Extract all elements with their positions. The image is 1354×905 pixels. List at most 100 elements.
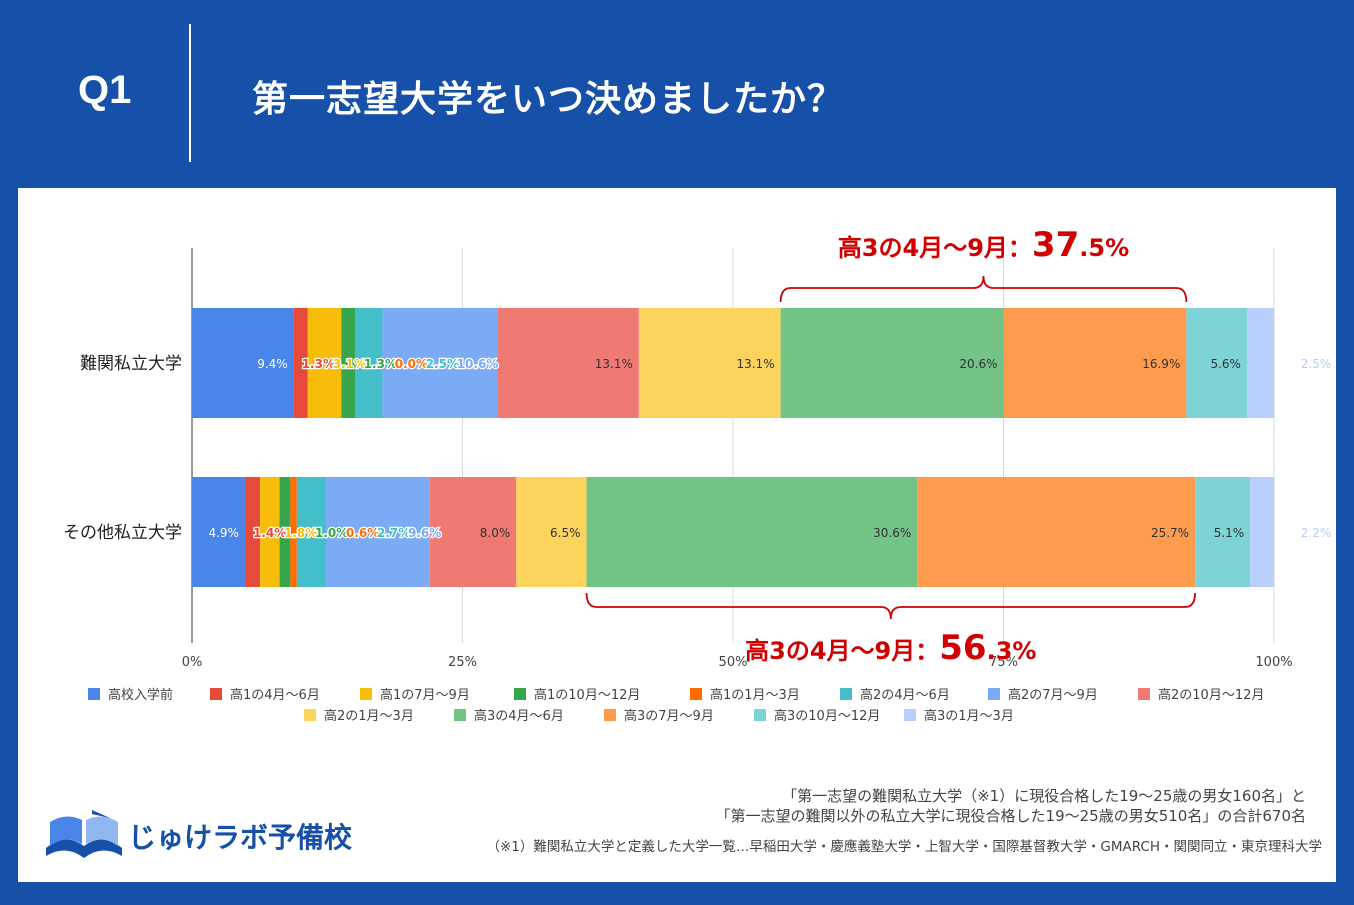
data-label: 9.4%	[257, 357, 288, 371]
source-note: 「第一志望の難関私立大学（※1）に現役合格した19～25歳の男女160名」と 「…	[716, 786, 1306, 826]
bar-segment	[917, 477, 1196, 587]
data-label: 3.1%	[333, 357, 366, 371]
legend-swatch	[988, 688, 1000, 700]
legend-label: 高2の4月～6月	[860, 687, 950, 703]
data-label: 25.7%	[1151, 526, 1189, 540]
legend-swatch	[514, 688, 526, 700]
category-label: その他私立大学	[63, 523, 182, 543]
question-number: Q1	[78, 68, 132, 112]
legend-swatch	[690, 688, 702, 700]
legend-swatch	[840, 688, 852, 700]
definition-note: （※1）難関私立大学と定義した大学一覧…早稲田大学・慶應義塾大学・上智大学・国際…	[486, 839, 1322, 855]
data-label: 2.5%	[1301, 357, 1332, 371]
data-label: 9.6%	[408, 526, 441, 540]
bar-segment	[293, 308, 308, 418]
data-label: 2.2%	[1301, 526, 1332, 540]
bar-segment	[1195, 477, 1251, 587]
data-label: 6.5%	[550, 526, 581, 540]
legend-swatch	[304, 709, 316, 721]
legend-label: 高3の10月～12月	[774, 708, 880, 724]
legend-swatch	[1138, 688, 1150, 700]
data-label: 2.5%	[426, 357, 459, 371]
legend-swatch	[904, 709, 916, 721]
x-tick-label: 0%	[182, 655, 203, 670]
annotation-label: 高3の4月～9月：37.5%	[838, 225, 1129, 265]
page-title: 第一志望大学をいつ決めましたか？	[252, 79, 845, 120]
stacked-bar-chart: 0% 25% 50% 75% 100% 難関私立大学 9.4% 13.1% 13.1% 20.6%…	[63, 225, 1332, 724]
brand-logo: じゅけラボ予備校	[40, 806, 360, 866]
legend-swatch	[360, 688, 372, 700]
legend-swatch	[754, 709, 766, 721]
legend-label: 高3の4月～6月	[474, 708, 564, 724]
bar-segment	[780, 308, 1004, 418]
data-label: 20.6%	[959, 357, 997, 371]
data-label: 16.9%	[1142, 357, 1180, 371]
x-tick-label: 50%	[719, 655, 748, 670]
legend-label: 高校入学前	[108, 687, 173, 703]
legend-swatch	[88, 688, 100, 700]
legend-label: 高1の7月～9月	[380, 687, 470, 703]
data-label: 13.1%	[736, 357, 774, 371]
data-label: 8.0%	[480, 526, 511, 540]
bar-segment	[1246, 308, 1274, 418]
header-divider	[189, 24, 191, 162]
bar-segment	[382, 308, 498, 418]
bar-segment	[326, 477, 430, 587]
bar-segment	[341, 308, 356, 418]
bar-segment	[516, 477, 587, 587]
data-label: 10.6%	[457, 357, 499, 371]
legend-swatch	[454, 709, 466, 721]
annotation-brace	[779, 275, 1188, 303]
bar-segment	[296, 477, 327, 587]
brand-name: じゅけラボ予備校	[128, 821, 353, 854]
data-label: 1.0%	[315, 526, 348, 540]
bar-segment	[244, 477, 261, 587]
data-label: 1.3%	[302, 357, 335, 371]
bar-segment	[355, 308, 383, 418]
annotation-brace	[585, 592, 1196, 620]
legend-label: 高1の10月～12月	[534, 687, 640, 703]
data-label: 0.0%	[395, 357, 428, 371]
bar-segment	[1003, 308, 1187, 418]
data-label: 13.1%	[595, 357, 633, 371]
data-label: 2.7%	[377, 526, 410, 540]
category-label: 難関私立大学	[80, 354, 182, 374]
bar-segment	[290, 477, 297, 587]
legend-label: 高3の1月～3月	[924, 708, 1014, 724]
data-label: 5.1%	[1214, 526, 1245, 540]
bar-segment	[279, 477, 291, 587]
book-logo-icon	[46, 810, 122, 858]
x-tick-label: 75%	[989, 655, 1018, 670]
source-line-1: 「第一志望の難関私立大学（※1）に現役合格した19～25歳の男女160名」と	[782, 787, 1306, 805]
bar-segment	[260, 477, 280, 587]
bar-segment	[307, 308, 342, 418]
bar-segment	[192, 308, 294, 418]
chart-panel: 0% 25% 50% 75% 100% 難関私立大学 9.4% 13.1% 13.1% 20.6%…	[18, 188, 1336, 882]
legend-swatch	[210, 688, 222, 700]
bar-segment	[192, 477, 245, 587]
data-label: 1.8%	[284, 526, 317, 540]
annotation-label: 高3の4月～9月：56.3%	[745, 628, 1036, 668]
legend-label: 高2の1月～3月	[324, 708, 414, 724]
bar-segment	[1186, 308, 1247, 418]
legend-label: 高2の7月～9月	[1008, 687, 1098, 703]
data-label: 1.4%	[253, 526, 286, 540]
bar-segment	[429, 477, 517, 587]
legend-label: 高2の10月～12月	[1158, 687, 1264, 703]
legend-swatch	[604, 709, 616, 721]
x-tick-label: 25%	[448, 655, 477, 670]
legend-label: 高3の7月～9月	[624, 708, 714, 724]
bar-segment	[586, 477, 918, 587]
data-label: 5.6%	[1210, 357, 1241, 371]
source-line-2: 「第一志望の難関以外の私立大学に現役合格した19～25歳の男女510名」の合計6…	[715, 807, 1306, 825]
bar-segment	[1250, 477, 1274, 587]
bar-segment	[497, 308, 639, 418]
x-tick-label: 100%	[1255, 655, 1292, 670]
data-label: 4.9%	[208, 526, 239, 540]
bar-segment	[638, 308, 781, 418]
data-label: 30.6%	[873, 526, 911, 540]
legend-label: 高1の1月～3月	[710, 687, 800, 703]
data-label: 0.6%	[346, 526, 379, 540]
data-label: 1.3%	[364, 357, 397, 371]
legend-label: 高1の4月～6月	[230, 687, 320, 703]
